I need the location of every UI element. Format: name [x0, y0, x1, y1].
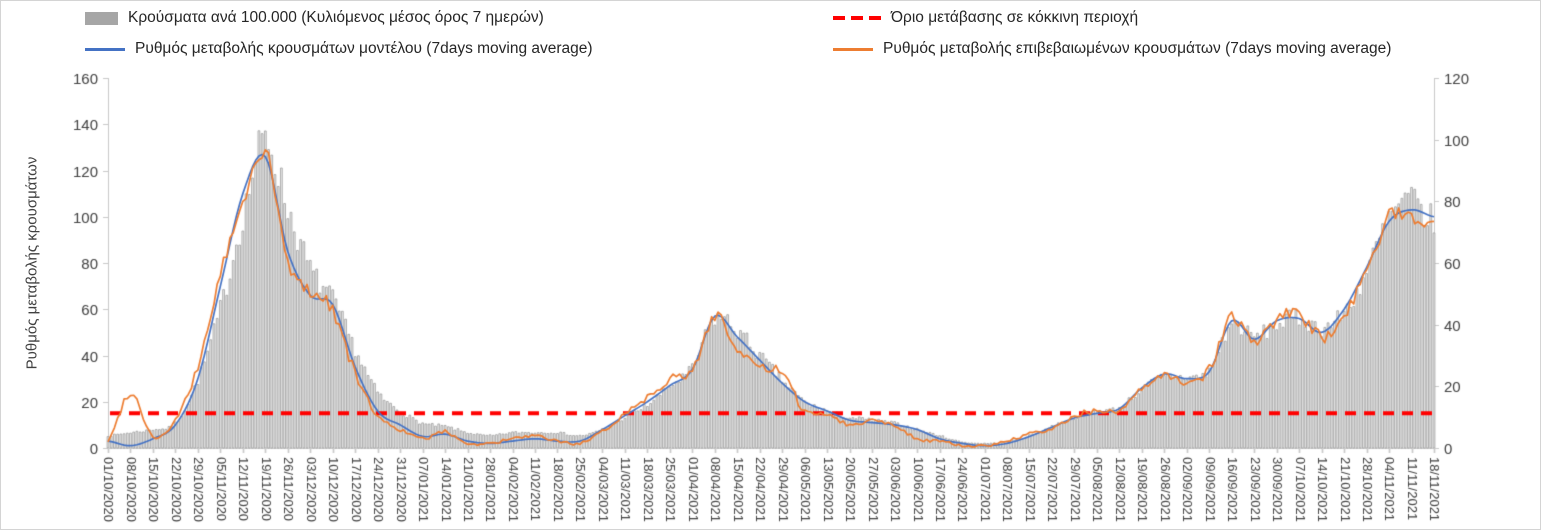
legend-item-bars: Κρούσματα ανά 100.000 (Κυλιόμενος μέσος …: [85, 6, 833, 30]
legend-label-threshold: Όριο μετάβασης σε κόκκινη περιοχή: [891, 9, 1139, 26]
legend-item-threshold: Όριο μετάβασης σε κόκκινη περιοχή: [833, 6, 1391, 30]
blue-line-icon: [85, 47, 125, 51]
red-dashed-line-icon: [833, 16, 881, 20]
legend-item-model: Ρυθμός μεταβολής κρουσμάτων μοντέλου (7d…: [85, 37, 833, 61]
chart-canvas: [0, 60, 1541, 530]
legend-label-bars: Κρούσματα ανά 100.000 (Κυλιόμενος μέσος …: [128, 9, 544, 26]
legend-label-model: Ρυθμός μεταβολής κρουσμάτων μοντέλου (7d…: [135, 40, 593, 57]
legend-item-confirmed: Ρυθμός μεταβολής επιβεβαιωμένων κρουσμάτ…: [833, 37, 1391, 61]
bar-swatch-icon: [85, 11, 118, 25]
orange-line-icon: [833, 47, 873, 51]
chart-legend: Κρούσματα ανά 100.000 (Κυλιόμενος μέσος …: [85, 6, 1391, 61]
legend-label-confirmed: Ρυθμός μεταβολής επιβεβαιωμένων κρουσμάτ…: [883, 40, 1392, 57]
